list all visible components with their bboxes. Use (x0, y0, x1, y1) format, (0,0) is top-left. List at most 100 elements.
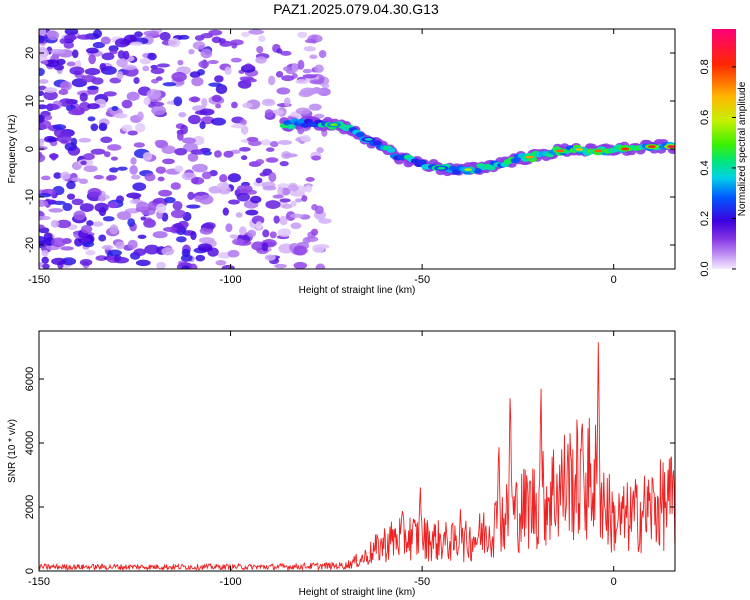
heatmap-noise-blob (181, 172, 196, 181)
heatmap-noise-blob (41, 256, 49, 264)
heatmap-noise-blob (77, 34, 93, 40)
heatmap-noise-blob (71, 177, 82, 182)
heatmap-noise-blob (58, 98, 74, 107)
heatmap-noise-blob (68, 109, 85, 116)
ridge-hotspot (437, 166, 446, 170)
heatmap-noise-blob (92, 221, 104, 227)
heatmap-noise-blob (247, 229, 257, 238)
heatmap-noise-blob (291, 62, 299, 73)
ridge-hotspot (594, 149, 603, 153)
heatmap-noise-blob (144, 173, 156, 182)
heatmap-noise-blob (207, 60, 219, 65)
heatmap-noise-blob (185, 204, 201, 209)
heatmap-noise-blob (281, 203, 293, 209)
heatmap-noise-blob (173, 96, 183, 107)
heatmap-noise-blob (194, 110, 208, 115)
heatmap-noise-blob (103, 91, 117, 97)
heatmap-noise-blob (222, 207, 229, 216)
heatmap-noise-blob (136, 201, 149, 212)
heatmap-x-tick-label: -50 (414, 274, 430, 286)
heatmap-noise-blob (261, 100, 276, 107)
snr-y-tick-label: 4000 (24, 431, 36, 455)
heatmap-noise-blob (307, 87, 323, 94)
heatmap-noise-blob (100, 136, 113, 144)
heatmap-noise-blob (155, 203, 167, 214)
heatmap-noise-blob (101, 245, 114, 250)
heatmap-noise-blob (302, 74, 318, 79)
heatmap-noise-blob (282, 153, 298, 158)
snr-y-tick-label: 2000 (24, 495, 36, 519)
snr-x-tick-label: -150 (28, 576, 50, 588)
heatmap-noise-blob (79, 203, 94, 212)
heatmap-noise-blob (47, 137, 59, 142)
heatmap-noise-blob (133, 248, 147, 256)
heatmap-noise-blob (227, 249, 240, 258)
heatmap-noise-blob (117, 166, 128, 171)
heatmap-noise-blob (99, 63, 107, 71)
heatmap-noise-blob (281, 75, 295, 82)
heatmap-noise-blob (178, 112, 187, 118)
ridge-blob (296, 118, 306, 124)
heatmap-noise-blob (268, 172, 277, 183)
heatmap-noise-blob (39, 104, 48, 110)
heatmap-noise-blob (132, 182, 147, 191)
heatmap-noise-blob (93, 174, 104, 180)
heatmap-blobs (39, 29, 675, 269)
heatmap-noise-blob (308, 103, 322, 111)
heatmap-noise-blob (98, 122, 108, 132)
heatmap-noise-blob (98, 234, 107, 242)
heatmap-y-axis-label: Frequency (Hz) (7, 115, 18, 184)
heatmap-noise-blob (175, 236, 187, 243)
heatmap-noise-blob (293, 261, 308, 269)
heatmap-noise-blob (133, 142, 145, 148)
heatmap-noise-blob (244, 78, 257, 83)
heatmap-noise-blob (276, 48, 283, 54)
heatmap-noise-blob (87, 187, 102, 198)
ridge-hotspot (575, 148, 584, 151)
heatmap-noise-blob (90, 123, 99, 132)
heatmap-noise-blob (142, 151, 153, 161)
heatmap-noise-blob (115, 241, 125, 250)
heatmap-noise-blob (200, 48, 213, 59)
heatmap-noise-blob (106, 174, 118, 181)
heatmap-noise-blob (269, 231, 277, 239)
heatmap-noise-blob (39, 153, 46, 163)
ridge-hotspot (648, 145, 657, 149)
heatmap-noise-blob (95, 255, 108, 261)
heatmap-noise-blob (180, 124, 188, 135)
ridge-blob (386, 147, 396, 153)
heatmap-noise-blob (50, 219, 60, 228)
heatmap-noise-blob (192, 41, 206, 50)
heatmap-noise-blob (59, 81, 70, 89)
heatmap-noise-blob (161, 145, 176, 155)
heatmap-noise-blob (51, 237, 66, 248)
heatmap-noise-blob (189, 263, 198, 269)
heatmap-noise-blob (309, 54, 318, 60)
heatmap-noise-blob (195, 254, 206, 262)
heatmap-noise-blob (100, 36, 111, 45)
heatmap-noise-blob (92, 41, 105, 49)
heatmap-noise-blob (88, 54, 97, 65)
heatmap-noise-blob (144, 244, 160, 255)
heatmap-noise-blob (262, 229, 270, 238)
colorbar-label: Normalized spectral amplitude (737, 81, 748, 216)
heatmap-noise-blob (287, 184, 299, 192)
heatmap-x-axis-label: Height of straight line (km) (299, 285, 416, 296)
heatmap-noise-blob (266, 147, 275, 152)
heatmap-noise-blob (244, 63, 253, 70)
heatmap-noise-blob (39, 193, 52, 198)
heatmap-noise-blob (107, 144, 122, 151)
snr-y-tick-label: 6000 (24, 367, 36, 391)
ridge-blob (355, 131, 365, 138)
heatmap-noise-blob (227, 173, 242, 183)
ridge-blob (417, 159, 427, 165)
heatmap-noise-blob (39, 199, 49, 207)
heatmap-noise-blob (277, 139, 293, 145)
heatmap-noise-blob (129, 165, 138, 175)
heatmap-noise-blob (107, 201, 119, 209)
heatmap-noise-blob (152, 199, 162, 204)
heatmap-noise-blob (224, 66, 232, 76)
heatmap-noise-blob (198, 194, 214, 205)
heatmap-noise-blob (235, 212, 243, 218)
heatmap-noise-blob (97, 196, 106, 202)
